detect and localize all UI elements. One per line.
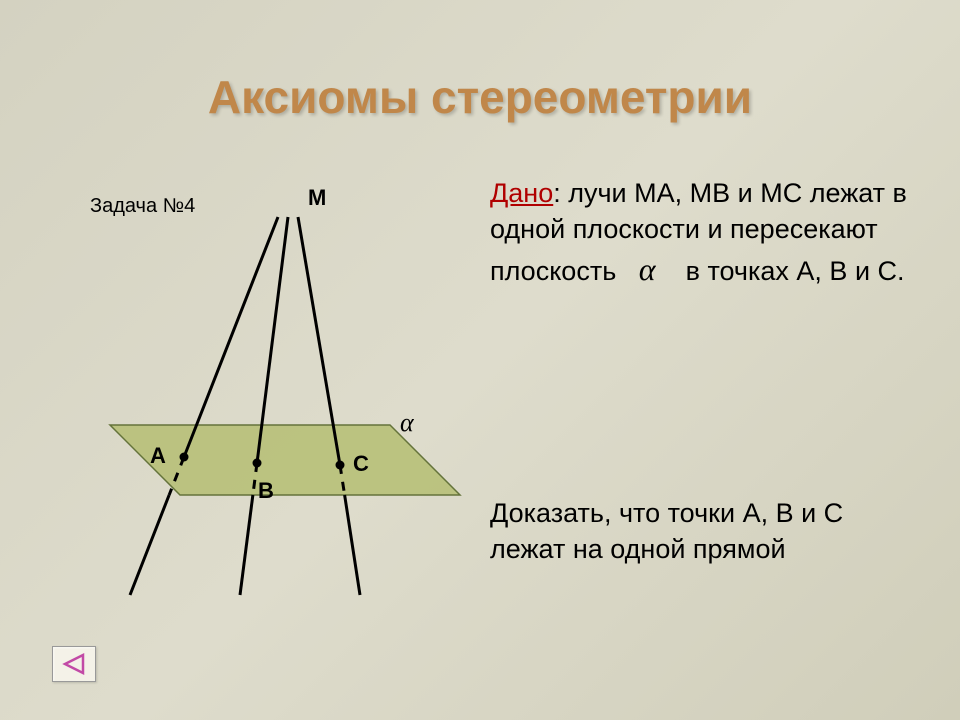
label-M: М [308,185,326,211]
triangle-left-icon [61,653,87,675]
label-A: А [150,443,166,469]
point-A [180,453,189,462]
label-alpha: α [400,408,414,438]
rays-group [130,217,360,595]
geometry-diagram: М А В С α [60,175,480,605]
prove-block: Доказать, что точки А, В и С лежат на од… [490,495,920,568]
ray-lower-1 [240,495,253,595]
label-C: С [353,451,369,477]
point-C [336,461,345,470]
ray-lower-2 [345,495,360,595]
label-B: В [258,478,274,504]
nav-back-button[interactable] [52,646,96,682]
ray-upper-0 [184,217,278,457]
alpha-symbol: α [639,251,656,287]
given-label: Дано [490,178,553,208]
prove-label: Доказать [490,498,604,528]
given-block: Дано: лучи МА, МВ и МС лежат в одной пло… [490,175,920,291]
ray-lower-0 [130,495,169,595]
given-text-2: в точках А, В и С. [678,256,904,286]
slide-title: Аксиомы стереометрии [0,0,960,124]
point-B [253,459,262,468]
diagram-svg [60,175,480,605]
